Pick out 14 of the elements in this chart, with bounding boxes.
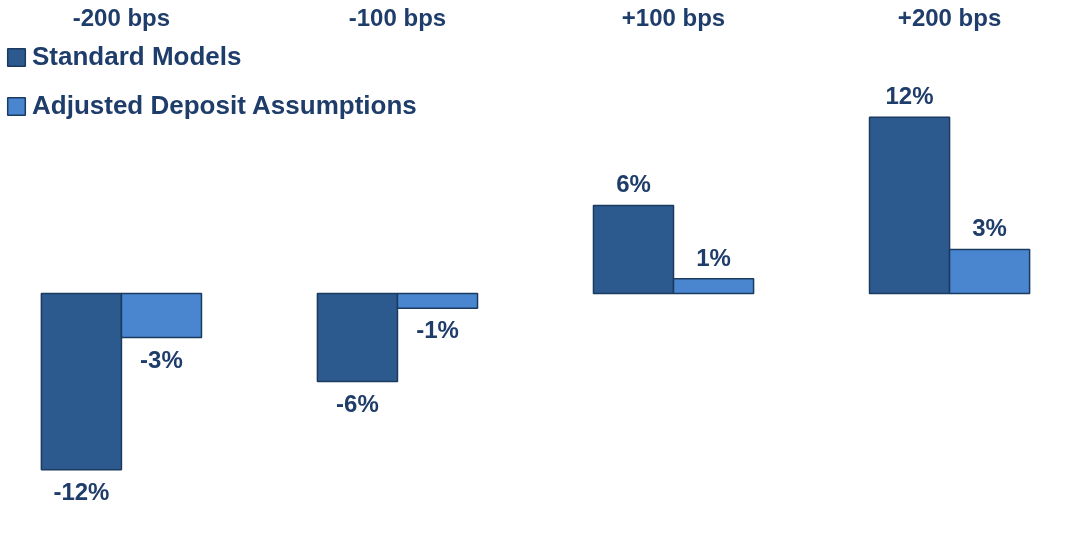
data-label: -3% (140, 345, 183, 373)
data-label: 1% (696, 243, 731, 271)
x-tick-label: +200 bps (897, 3, 1002, 31)
data-label: 3% (972, 214, 1007, 242)
x-tick-label: -200 bps (72, 3, 171, 31)
data-label: -12% (53, 477, 110, 505)
data-label: 6% (616, 170, 651, 198)
data-label: -6% (336, 389, 379, 417)
legend-label: Adjusted Deposit Assumptions (32, 90, 417, 121)
data-label: -1% (416, 316, 459, 344)
legend-label: Standard Models (32, 41, 242, 72)
x-tick-label: +100 bps (621, 3, 726, 31)
data-label: 12% (885, 82, 934, 110)
x-tick-label: -100 bps (348, 3, 447, 31)
